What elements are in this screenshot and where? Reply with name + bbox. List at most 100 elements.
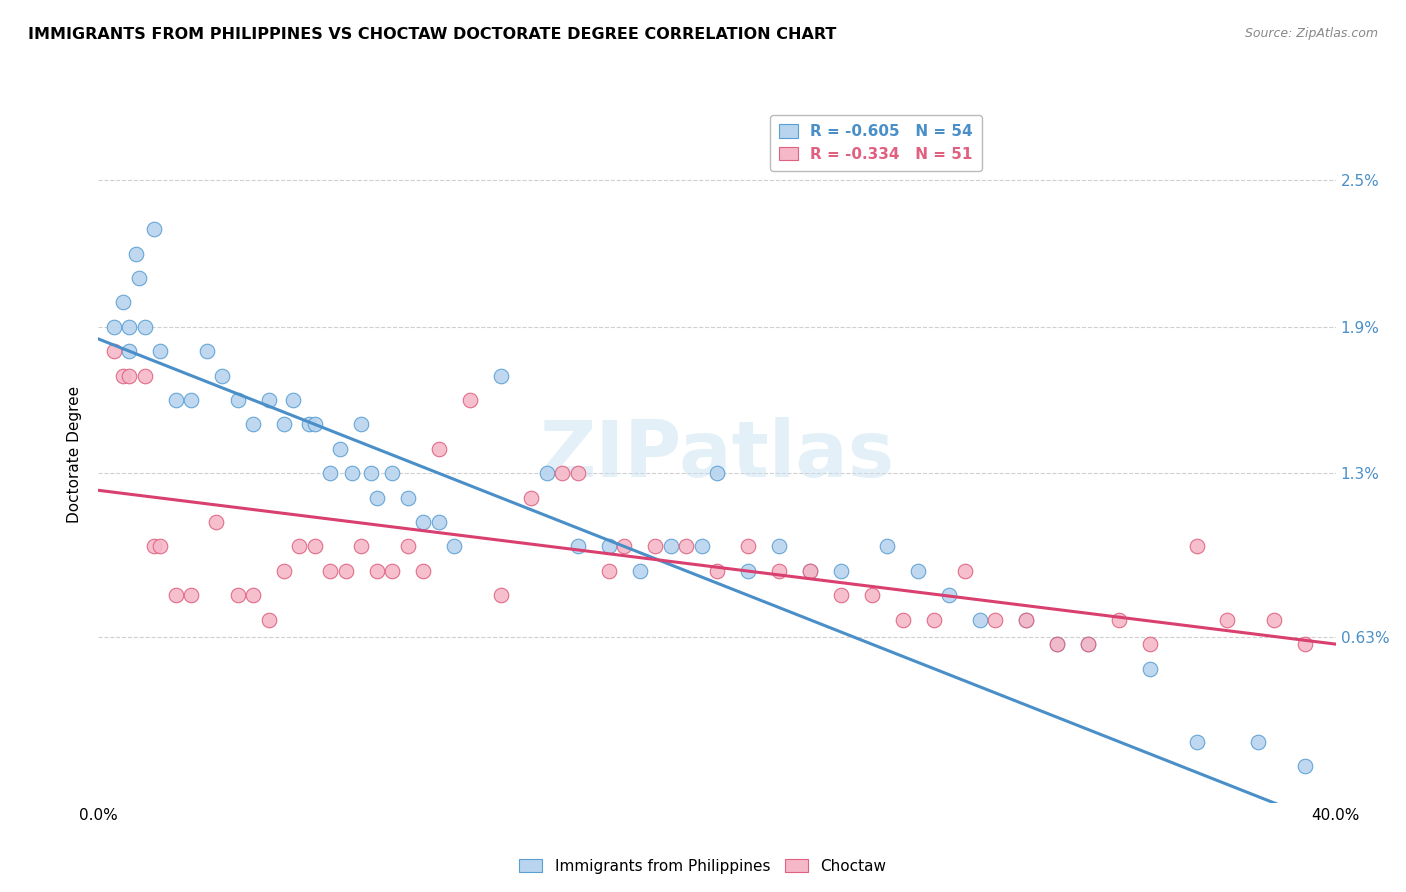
Point (1185, 540, 1208, 554)
Point (1294, 759, 1316, 773)
Point (489, 368, 512, 383)
Point (1263, 613, 1285, 627)
Point (180, 392, 202, 407)
Point (830, 588, 852, 602)
Point (427, 442, 450, 456)
Point (690, 540, 713, 554)
Point (1247, 735, 1270, 749)
Point (118, 319, 141, 334)
Point (520, 491, 543, 505)
Point (195, 344, 218, 359)
Point (366, 564, 388, 578)
Point (396, 540, 419, 554)
Point (706, 564, 728, 578)
Point (567, 467, 589, 481)
Point (567, 540, 589, 554)
Point (598, 540, 620, 554)
Point (304, 417, 326, 432)
Point (335, 564, 357, 578)
Point (143, 222, 166, 236)
Point (165, 588, 187, 602)
Point (613, 540, 636, 554)
Point (706, 467, 728, 481)
Legend: R = -0.605   N = 54, R = -0.334   N = 51: R = -0.605 N = 54, R = -0.334 N = 51 (770, 115, 981, 170)
Point (768, 564, 790, 578)
Point (984, 613, 1007, 627)
Point (124, 246, 146, 260)
Point (257, 392, 280, 407)
Point (1015, 613, 1038, 627)
Point (737, 540, 759, 554)
Point (1077, 637, 1099, 651)
Point (1046, 637, 1069, 651)
Point (257, 613, 280, 627)
Point (319, 467, 342, 481)
Point (143, 540, 166, 554)
Point (128, 271, 150, 285)
Point (103, 319, 125, 334)
Point (112, 368, 135, 383)
Point (165, 392, 187, 407)
Point (1077, 637, 1099, 651)
Point (412, 564, 434, 578)
Point (860, 588, 883, 602)
Point (340, 467, 363, 481)
Point (134, 368, 156, 383)
Point (1108, 613, 1130, 627)
Legend: Immigrants from Philippines, Choctaw: Immigrants from Philippines, Choctaw (513, 853, 893, 880)
Point (396, 491, 419, 505)
Point (675, 540, 697, 554)
Point (1216, 613, 1239, 627)
Point (329, 442, 352, 456)
Point (1294, 637, 1316, 651)
Point (242, 417, 264, 432)
Point (360, 467, 382, 481)
Point (907, 564, 929, 578)
Point (298, 417, 321, 432)
Point (149, 344, 172, 359)
Text: IMMIGRANTS FROM PHILIPPINES VS CHOCTAW DOCTORATE DEGREE CORRELATION CHART: IMMIGRANTS FROM PHILIPPINES VS CHOCTAW D… (28, 27, 837, 42)
Point (381, 467, 404, 481)
Point (103, 344, 125, 359)
Point (283, 392, 305, 407)
Point (969, 613, 991, 627)
Point (799, 564, 821, 578)
Point (226, 392, 249, 407)
Point (350, 540, 373, 554)
Point (273, 564, 295, 578)
Point (149, 540, 172, 554)
Point (381, 564, 404, 578)
Y-axis label: Doctorate Degree: Doctorate Degree (67, 386, 83, 524)
Point (366, 491, 388, 505)
Point (644, 540, 666, 554)
Point (551, 467, 574, 481)
Point (288, 540, 311, 554)
Point (118, 368, 141, 383)
Point (1185, 735, 1208, 749)
Point (536, 467, 558, 481)
Text: ZIPatlas: ZIPatlas (540, 417, 894, 493)
Point (659, 540, 682, 554)
Text: Source: ZipAtlas.com: Source: ZipAtlas.com (1244, 27, 1378, 40)
Point (427, 515, 450, 529)
Point (112, 295, 135, 310)
Point (180, 588, 202, 602)
Point (118, 344, 141, 359)
Point (205, 515, 228, 529)
Point (1139, 661, 1161, 675)
Point (304, 540, 326, 554)
Point (876, 540, 898, 554)
Point (350, 417, 373, 432)
Point (458, 392, 481, 407)
Point (319, 564, 342, 578)
Point (1015, 613, 1038, 627)
Point (134, 319, 156, 334)
Point (768, 540, 790, 554)
Point (628, 564, 651, 578)
Point (891, 613, 914, 627)
Point (242, 588, 264, 602)
Point (489, 588, 512, 602)
Point (211, 368, 233, 383)
Point (1046, 637, 1069, 651)
Point (953, 564, 976, 578)
